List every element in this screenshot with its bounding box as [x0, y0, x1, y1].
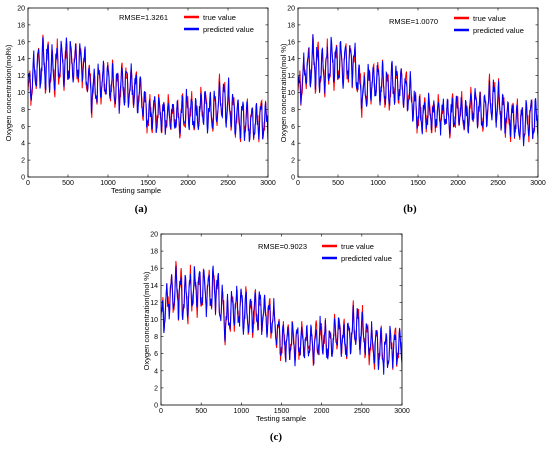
- x-tick-label: 2000: [180, 180, 196, 187]
- legend: true value predicted value: [184, 13, 254, 34]
- plot-area: 0 500 1000 1500 2000 2500 3000 0 2 4 6 8 10 12 14 16 18 2…: [287, 6, 546, 188]
- y-tick-label: 16: [17, 39, 25, 46]
- x-tick-label: 3000: [260, 180, 276, 187]
- x-tick-label: 1000: [370, 180, 386, 187]
- y-tick-label: 8: [21, 107, 25, 114]
- panel-b: 0 500 1000 1500 2000 2500 3000 0 2 4 6 8 10 12 14 16 18 2…: [279, 6, 546, 216]
- y-tick-label: 2: [154, 385, 158, 392]
- y-tick-label: 0: [291, 175, 295, 182]
- y-tick-label: 10: [287, 90, 295, 97]
- y-tick-label: 10: [150, 317, 158, 324]
- y-axis-label: Oxygen concentration(mol%): [4, 44, 13, 141]
- y-tick-label: 16: [150, 266, 158, 273]
- x-tick-label: 3000: [394, 408, 410, 415]
- legend-label-predicted: predicted value: [341, 254, 392, 263]
- y-tick-label: 8: [291, 107, 295, 114]
- y-tick-label: 10: [17, 90, 25, 97]
- legend: true value predicted value: [454, 14, 524, 35]
- x-axis-label: Testing sample: [111, 186, 161, 195]
- y-tick-label: 2: [291, 158, 295, 165]
- y-tick-label: 6: [154, 351, 158, 358]
- y-tick-label: 12: [287, 73, 295, 80]
- panel-a: 0 500 1000 1500 2000 2500 3000 0 2 4 6 8 10 12 14 16 18 2…: [4, 6, 276, 216]
- y-tick-label: 14: [17, 56, 25, 63]
- x-tick-label: 500: [332, 180, 344, 187]
- x-tick-label: 3000: [530, 180, 546, 187]
- x-tick-label: 0: [159, 408, 163, 415]
- rmse-annotation: RMSE=0.9023: [258, 242, 307, 251]
- x-tick-label: 500: [62, 180, 74, 187]
- series-predicted-line: [161, 265, 402, 375]
- x-tick-label: 2500: [490, 180, 506, 187]
- y-axis-label: Oxygen concentration(mol %): [142, 271, 151, 370]
- y-tick-label: 20: [17, 6, 25, 13]
- y-tick-label: 20: [287, 6, 295, 13]
- y-tick-label: 6: [21, 124, 25, 131]
- rmse-annotation: RMSE=1.3261: [119, 13, 168, 22]
- x-tick-label: 1500: [274, 408, 290, 415]
- panel-caption: (a): [135, 203, 148, 215]
- x-tick-label: 500: [195, 408, 207, 415]
- y-tick-label: 4: [154, 368, 158, 375]
- legend-label-predicted: predicted value: [203, 25, 254, 34]
- y-tick-label: 14: [287, 56, 295, 63]
- x-tick-label: 0: [296, 180, 300, 187]
- panel-caption: (b): [403, 203, 417, 215]
- x-tick-label: 1000: [100, 180, 116, 187]
- panel-c: 0 500 1000 1500 2000 2500 3000 0 2 4 6 8 10 12 14 16 18 2…: [142, 232, 410, 444]
- x-tick-label: 2500: [220, 180, 236, 187]
- series-predicted-line: [28, 36, 268, 143]
- y-tick-label: 18: [150, 249, 158, 256]
- y-tick-label: 0: [154, 403, 158, 410]
- y-tick-label: 14: [150, 283, 158, 290]
- y-tick-label: 16: [287, 39, 295, 46]
- legend-label-true: true value: [203, 13, 236, 22]
- y-axis-label: Oxygen concentration(mol %): [279, 43, 288, 142]
- y-tick-label: 2: [21, 158, 25, 165]
- x-tick-label: 2000: [450, 180, 466, 187]
- x-axis-label: Testing sample: [256, 414, 306, 423]
- rmse-annotation: RMSE=1.0070: [389, 17, 438, 26]
- x-tick-label: 2500: [354, 408, 370, 415]
- series-true-line: [161, 260, 402, 372]
- x-tick-label: 1500: [140, 180, 156, 187]
- y-tick-label: 12: [17, 73, 25, 80]
- y-tick-label: 4: [21, 141, 25, 148]
- panel-caption: (c): [270, 431, 283, 443]
- y-tick-label: 20: [150, 232, 158, 239]
- plot-area: 0 500 1000 1500 2000 2500 3000 0 2 4 6 8 10 12 14 16 18 2…: [17, 6, 276, 188]
- legend-label-true: true value: [473, 14, 506, 23]
- y-tick-label: 0: [21, 175, 25, 182]
- legend-label-predicted: predicted value: [473, 26, 524, 35]
- y-tick-label: 8: [154, 334, 158, 341]
- x-tick-label: 0: [26, 180, 30, 187]
- x-tick-label: 2000: [314, 408, 330, 415]
- legend: true value predicted value: [322, 242, 392, 263]
- plot-area: 0 500 1000 1500 2000 2500 3000 0 2 4 6 8 10 12 14 16 18 2…: [150, 232, 410, 416]
- x-tick-label: 1000: [234, 408, 250, 415]
- y-tick-label: 4: [291, 141, 295, 148]
- y-tick-label: 6: [291, 124, 295, 131]
- y-tick-label: 18: [17, 22, 25, 29]
- series-true-line: [28, 34, 268, 144]
- y-tick-label: 12: [150, 300, 158, 307]
- legend-label-true: true value: [341, 242, 374, 251]
- x-tick-label: 1500: [410, 180, 426, 187]
- y-tick-label: 18: [287, 22, 295, 29]
- series-predicted-line: [298, 34, 538, 147]
- series-true-line: [298, 34, 538, 144]
